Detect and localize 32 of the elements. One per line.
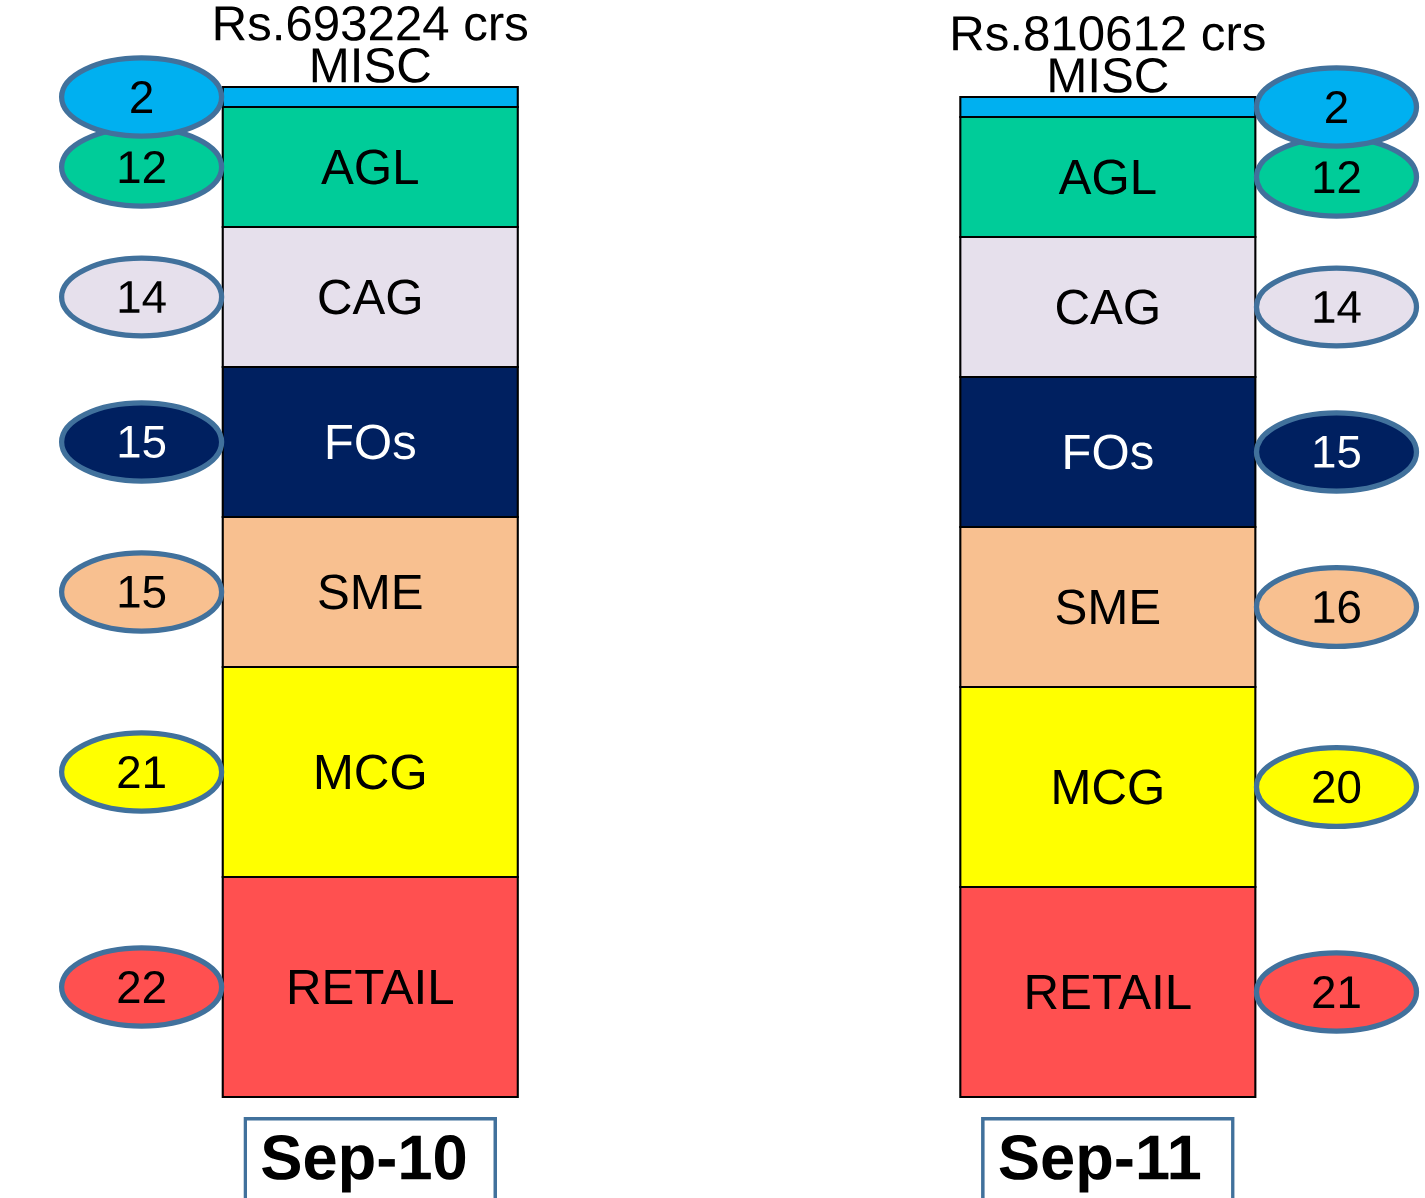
data-label: 20 bbox=[1313, 770, 1361, 804]
total-label: Rs.810612 crs bbox=[953, 15, 1265, 51]
data-label: 21 bbox=[1313, 976, 1360, 1008]
data-label: 15 bbox=[119, 426, 166, 458]
series-label: SME bbox=[319, 574, 422, 610]
series-label: MCG bbox=[1054, 769, 1162, 805]
x-tick-label: Sep-10 bbox=[262, 1135, 466, 1193]
data-label: 16 bbox=[1314, 590, 1360, 624]
data-label: 14 bbox=[119, 281, 166, 313]
data-label: 15 bbox=[119, 576, 166, 608]
series-label: RETAIL bbox=[289, 970, 453, 1004]
text: AGL bbox=[1058, 159, 1156, 195]
series-label: FOs bbox=[1065, 434, 1153, 470]
data-label: 2 bbox=[1326, 91, 1347, 123]
data-label: 21 bbox=[118, 756, 165, 788]
total-label: Rs.693224 crs bbox=[215, 5, 528, 41]
text: SME bbox=[1056, 589, 1160, 625]
series-label: MISC bbox=[312, 47, 430, 83]
data-label: 2 bbox=[131, 81, 153, 113]
data-label: 12 bbox=[1314, 161, 1360, 193]
data-label: 15 bbox=[1314, 436, 1360, 468]
text: MISC bbox=[1050, 57, 1168, 93]
text: MCG bbox=[316, 754, 424, 790]
series-label: CAG bbox=[319, 279, 420, 315]
data-label: 12 bbox=[119, 151, 165, 183]
text: RETAIL bbox=[1027, 975, 1191, 1009]
series-label: AGL bbox=[321, 149, 418, 185]
data-label: 14 bbox=[1314, 291, 1361, 323]
text: FOs bbox=[327, 424, 415, 460]
data-label: 22 bbox=[118, 971, 165, 1003]
x-tick-label: Sep-11 bbox=[999, 1135, 1201, 1193]
text: CAG bbox=[1057, 289, 1158, 325]
